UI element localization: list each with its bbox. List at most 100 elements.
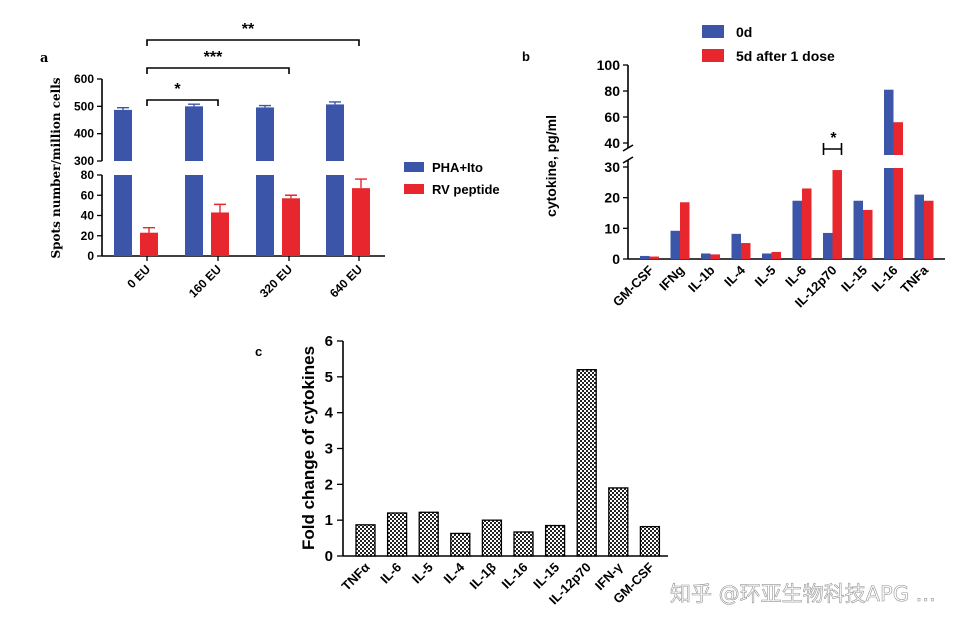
panel-b-ytick-label: 20 xyxy=(604,190,620,206)
legend-swatch-5d xyxy=(702,49,724,62)
panel-a-ytick-label: 40 xyxy=(81,209,95,223)
significance-label: * xyxy=(174,81,181,98)
panel-a-xtick-label: 0 EU xyxy=(124,262,153,291)
panel-a-ytick-label: 20 xyxy=(81,229,95,243)
panel-a-bars xyxy=(114,101,370,256)
bar-pha-lower xyxy=(185,175,203,256)
bar-5d xyxy=(863,209,873,259)
significance-label: * xyxy=(830,130,837,147)
bar-5d xyxy=(649,256,659,259)
panel-b-significance: * xyxy=(822,130,843,155)
bar-0d xyxy=(762,253,772,259)
bar-pha-upper xyxy=(185,106,203,161)
panel-a: a Spots number/million cells 0 20 40 60 8030… xyxy=(40,21,500,300)
legend-swatch-rv xyxy=(404,184,424,194)
significance-bracket xyxy=(146,99,219,106)
significance-label: ** xyxy=(242,21,255,38)
error-bar-pha xyxy=(259,104,271,108)
panel-c-ytick-label: 1 xyxy=(325,512,333,529)
error-bar-pha xyxy=(117,107,129,110)
panel-b-xtick-label: IL-15 xyxy=(838,263,870,295)
panel-c-xtick-label: IL-1β xyxy=(466,559,499,592)
bar-fold-change xyxy=(418,511,439,557)
bar-fold-change xyxy=(639,525,661,557)
panel-a-xtick-label: 160 EU xyxy=(186,262,224,300)
panel-a-ytick-label: 400 xyxy=(74,127,94,141)
panel-c-ytick-label: 6 xyxy=(325,333,333,350)
panel-b-ytick-label: 80 xyxy=(604,83,620,99)
bar-0d xyxy=(914,194,924,259)
panel-c-xtick-label: IL-5 xyxy=(409,560,436,587)
panel-a-ytick-label: 60 xyxy=(81,188,95,202)
panel-c-bars xyxy=(355,369,661,557)
panel-c-ylabel: Fold change of cytokines xyxy=(299,346,318,550)
panel-c-ytick-label: 3 xyxy=(325,441,333,458)
panel-b-legend: 0d 5d after 1 dose xyxy=(702,24,835,64)
bar-5d xyxy=(832,170,842,259)
panel-b-xtick-label: TNFa xyxy=(898,262,932,296)
significance-label: *** xyxy=(204,49,223,66)
bar-pha-lower xyxy=(256,175,274,256)
panel-a-ytick-label: 80 xyxy=(81,168,95,182)
bar-0d xyxy=(792,200,802,259)
panel-c-letter: c xyxy=(255,344,262,359)
legend-label-5d: 5d after 1 dose xyxy=(736,48,835,64)
legend-swatch-pha xyxy=(404,162,424,172)
panel-c-xtick-label: IL-4 xyxy=(440,559,467,586)
panel-b-xtick-label: IL-5 xyxy=(752,263,779,290)
bar-pha-upper xyxy=(326,104,344,161)
error-bar-rv xyxy=(143,226,155,233)
bar-pha-lower xyxy=(326,175,344,256)
panel-c-ytick-label: 0 xyxy=(325,548,333,565)
panel-a-letter: a xyxy=(40,51,49,66)
panel-b-bars xyxy=(640,89,934,259)
legend-label-pha: PHA+Ito xyxy=(432,160,483,175)
bar-5d-lower xyxy=(893,168,903,259)
panel-b-ytick-label: 40 xyxy=(604,135,620,151)
panel-b-xtick-label: IL-4 xyxy=(721,262,748,289)
significance-bracket xyxy=(822,143,843,155)
panel-a-legend: PHA+Ito RV peptide xyxy=(404,160,500,197)
panel-b-xtick-label: IFNg xyxy=(656,262,687,293)
panel-a-significance: ****** xyxy=(146,21,360,106)
significance-bracket xyxy=(146,39,360,46)
legend-label-0d: 0d xyxy=(736,24,752,40)
bar-pha-upper xyxy=(256,107,274,161)
error-bar-rv xyxy=(214,203,226,213)
panel-a-ytick-label: 500 xyxy=(74,99,94,113)
bar-5d xyxy=(924,200,934,259)
panel-a-ytick-label: 600 xyxy=(74,72,94,86)
panel-b-ytick-label: 10 xyxy=(604,220,620,236)
panel-b-xtick-label: GM-CSF xyxy=(610,262,657,309)
bar-5d xyxy=(771,251,781,259)
panel-a-xtick-label: 640 EU xyxy=(327,262,365,300)
panel-b-ytick-label: 60 xyxy=(604,109,620,125)
panel-a-ytick-label: 0 xyxy=(87,249,94,263)
bar-5d xyxy=(802,188,812,259)
panel-a-ylabel: Spots number/million cells xyxy=(49,77,63,258)
bar-rv-peptide xyxy=(282,198,300,256)
bar-fold-change xyxy=(355,524,376,557)
panel-b-xtick-label: IL-1b xyxy=(685,262,718,295)
bar-fold-change xyxy=(450,532,471,557)
panel-c-ytick-label: 4 xyxy=(325,405,334,422)
bar-5d-upper xyxy=(893,122,903,155)
panel-c-ytick-label: 5 xyxy=(325,369,333,386)
panel-b-xtick-label: IL-16 xyxy=(869,263,901,295)
panel-b-ytick-label: 0 xyxy=(612,251,620,267)
bar-fold-change xyxy=(576,369,597,557)
panel-b-ytick-label: 30 xyxy=(604,159,620,175)
bar-0d-lower xyxy=(884,168,894,259)
bar-0d-upper xyxy=(884,89,894,155)
bar-5d xyxy=(710,254,720,259)
panel-c-xtick-label: IL-16 xyxy=(499,560,531,592)
panel-b-ylabel: cytokine, pg/ml xyxy=(543,115,559,217)
bar-fold-change xyxy=(544,524,566,557)
error-bar-pha xyxy=(188,103,200,107)
panel-b: b cytokine, pg/ml 0d 5d after 1 dose 0 10… xyxy=(522,24,945,310)
panel-c-xtick-label: IL-6 xyxy=(377,560,404,587)
